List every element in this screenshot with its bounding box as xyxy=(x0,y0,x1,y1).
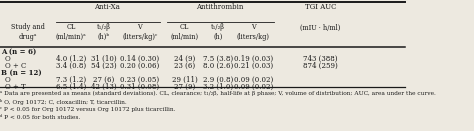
Text: 0.14 (0.30): 0.14 (0.30) xyxy=(120,55,159,63)
Text: ᵃ Data are presented as means (standard deviations). CL, clearance; t₁/₂β, half-: ᵃ Data are presented as means (standard … xyxy=(0,91,436,96)
Text: 24 (9): 24 (9) xyxy=(174,55,195,63)
Text: CL
(ml/min)ᵃ: CL (ml/min)ᵃ xyxy=(55,23,86,41)
Text: t₁/₂β
(h): t₁/₂β (h) xyxy=(211,23,225,41)
Text: 7.3 (1.2): 7.3 (1.2) xyxy=(56,76,86,84)
Text: 23 (6): 23 (6) xyxy=(174,62,195,70)
Text: A (n = 6): A (n = 6) xyxy=(1,48,36,56)
Text: 27 (6): 27 (6) xyxy=(93,76,114,84)
Text: 4.0 (1.2): 4.0 (1.2) xyxy=(56,55,86,63)
Text: 0.09 (0.02): 0.09 (0.02) xyxy=(234,76,273,84)
Text: (mIU · h/ml): (mIU · h/ml) xyxy=(300,23,340,31)
Text: O: O xyxy=(5,76,10,84)
Text: 0.19 (0.03): 0.19 (0.03) xyxy=(234,55,273,63)
Text: 7.5 (3.8): 7.5 (3.8) xyxy=(203,55,233,63)
Text: t₁/₂β
(h)ᵇ: t₁/₂β (h)ᵇ xyxy=(96,23,110,41)
Text: TGI AUC: TGI AUC xyxy=(305,3,336,11)
Text: O: O xyxy=(5,55,10,63)
Text: 3.2 (1.0): 3.2 (1.0) xyxy=(203,83,233,91)
Text: 0.20 (0.06): 0.20 (0.06) xyxy=(120,62,160,70)
Text: 27 (9): 27 (9) xyxy=(174,83,195,91)
Text: 31 (10): 31 (10) xyxy=(91,55,116,63)
Text: 0.09 (0.02): 0.09 (0.02) xyxy=(234,83,273,91)
Text: O + T: O + T xyxy=(5,83,26,91)
Text: Study and
drugᵃ: Study and drugᵃ xyxy=(10,23,45,41)
Text: 0.31 (0.08): 0.31 (0.08) xyxy=(120,83,159,91)
Text: 3.4 (0.8): 3.4 (0.8) xyxy=(56,62,86,70)
Text: 0.21 (0.03): 0.21 (0.03) xyxy=(234,62,273,70)
Text: 874 (259): 874 (259) xyxy=(303,62,337,70)
Text: 6.5 (1.4): 6.5 (1.4) xyxy=(56,83,86,91)
Text: ᵈ P < 0.05 for both studies.: ᵈ P < 0.05 for both studies. xyxy=(0,115,80,120)
Text: ᵇ O, Org 10172; C, cloxacillin; T, ticarcillin.: ᵇ O, Org 10172; C, cloxacillin; T, ticar… xyxy=(0,99,127,105)
Text: 42 (13): 42 (13) xyxy=(91,83,116,91)
Text: B (n = 12): B (n = 12) xyxy=(1,69,41,77)
Text: 29 (11): 29 (11) xyxy=(172,76,197,84)
Text: CL
(ml/min): CL (ml/min) xyxy=(171,23,199,41)
Text: 8.0 (2.6): 8.0 (2.6) xyxy=(203,62,233,70)
Text: 0.23 (0.05): 0.23 (0.05) xyxy=(120,76,159,84)
Text: O + C: O + C xyxy=(5,62,26,70)
Text: V
(liters/kg): V (liters/kg) xyxy=(237,23,270,41)
Text: ᶜ P < 0.05 for Org 10172 versus Org 10172 plus ticarcillin.: ᶜ P < 0.05 for Org 10172 versus Org 1017… xyxy=(0,107,175,112)
Text: V
(liters/kg)ᶜ: V (liters/kg)ᶜ xyxy=(122,23,157,41)
Text: 743 (388): 743 (388) xyxy=(303,55,337,63)
Text: Anti-Xa: Anti-Xa xyxy=(94,3,120,11)
Text: Antithrombin: Antithrombin xyxy=(197,3,244,11)
Text: 2.9 (0.8): 2.9 (0.8) xyxy=(203,76,233,84)
Text: 54 (23): 54 (23) xyxy=(91,62,116,70)
